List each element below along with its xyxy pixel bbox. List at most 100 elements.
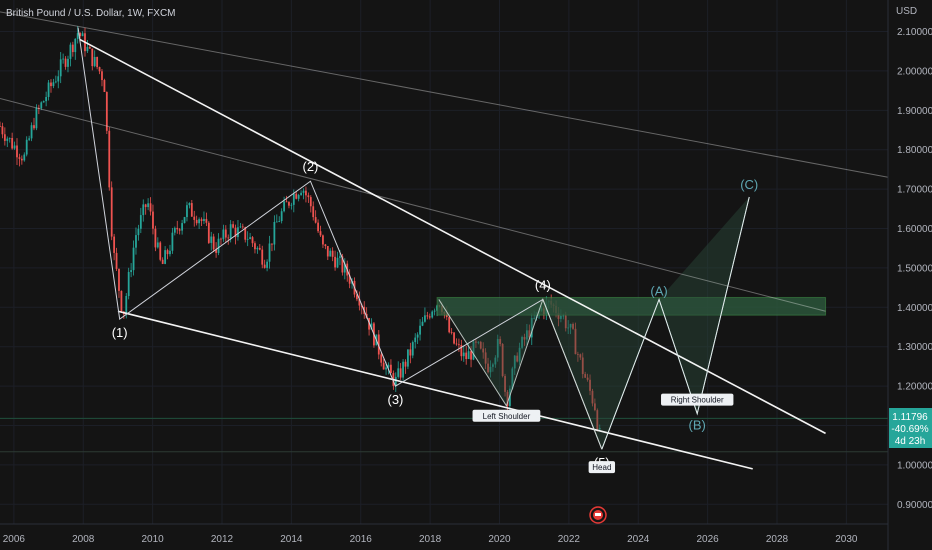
candle-body [356,294,358,300]
candle-body [200,219,203,222]
x-tick-label: 2010 [142,534,165,545]
candle-body [154,228,157,248]
candle-body [8,137,11,139]
candle-body [28,138,31,140]
resistance-zone [436,296,827,316]
candle-body [564,315,567,329]
candle-body [557,313,560,319]
candle-body [173,227,176,233]
candle-body [144,204,147,208]
wave-label: (1) [112,325,128,340]
pattern-label-box [588,461,616,474]
candle-body [511,368,514,389]
bar-countdown: 4d 23h [895,436,926,447]
candle-body [559,315,562,319]
candle-body [222,229,225,240]
trendline [117,310,753,470]
trendline [79,38,826,435]
candle-body [336,257,339,268]
tradingview-logo-icon[interactable] [589,506,607,524]
candle-body [217,238,220,253]
candle-body [414,337,417,343]
candle-body [45,96,48,102]
candle-body [394,376,397,386]
candle-body [98,67,101,72]
candle-body [494,357,497,365]
y-tick-label: 2.00000 [897,66,932,77]
y-tick-label: 1.80000 [897,145,932,156]
candle-body [203,218,205,222]
candle-body [326,246,329,257]
candle-body [586,377,589,380]
y-tick-label: 1.40000 [897,303,932,314]
time-axis[interactable]: 2006 2008 2010 2012 2014 2016 2018 2020 2022 2024… [3,534,858,545]
candle-body [101,71,103,81]
candle-body [33,125,35,129]
candle-body [193,216,196,220]
candle-body [489,366,492,373]
projection-label: (A) [650,283,667,298]
candle-body [156,242,159,248]
candle-body [280,211,283,222]
candle-body [528,330,531,338]
candle-body [322,235,324,245]
candle-body [574,328,577,355]
candle-body [186,205,188,218]
candle-body [237,227,239,238]
candle-body [341,256,344,273]
candle-body [190,203,193,217]
candle-body [23,154,26,161]
candle-body [161,259,164,264]
candle-body [266,261,268,268]
candle-body [254,243,256,250]
candle-body [407,349,409,367]
current-price-tag: 1.11796 -40.69% 4d 23h [889,408,932,448]
chart-title: British Pound / U.S. Dollar, 1W, FXCM [6,8,176,19]
y-tick-label: 0.90000 [897,500,932,511]
y-tick-label: 1.20000 [897,382,932,393]
candle-body [409,349,412,356]
candle-body [297,195,300,199]
candle-body [258,247,261,250]
candle-body [67,58,69,67]
price-candles [0,26,601,432]
candle-body [458,344,460,346]
candle-body [164,250,167,264]
candle-body [52,82,55,87]
candle-body [593,403,596,411]
candle-body [584,374,587,378]
x-tick-label: 2030 [835,534,858,545]
candle-body [251,237,254,244]
candle-body [227,237,230,239]
candle-body [390,364,392,374]
candle-body [331,250,334,257]
candle-body [113,236,116,253]
candle-body [166,250,169,255]
candle-body [307,195,310,198]
x-tick-label: 2014 [280,534,303,545]
candle-body [283,201,285,212]
candle-body [57,76,60,82]
candle-body [465,352,468,360]
candle-body [210,236,213,243]
candle-body [424,315,426,322]
x-tick-label: 2012 [211,534,234,545]
candle-body [6,138,9,141]
candle-body [433,310,436,312]
candle-body [419,325,421,335]
projection-label: (B) [689,418,706,433]
y-tick-label: 1.60000 [897,224,932,235]
candle-body [261,249,264,265]
candle-body [290,204,293,206]
trendline [0,98,826,312]
candle-body [69,44,72,59]
candle-body [348,275,351,284]
candle-body [426,315,429,317]
candle-body [475,341,477,343]
pattern-label: Right Shoulder [671,396,724,405]
candle-body [421,321,424,326]
candle-body [37,107,40,109]
candle-body [596,410,599,430]
